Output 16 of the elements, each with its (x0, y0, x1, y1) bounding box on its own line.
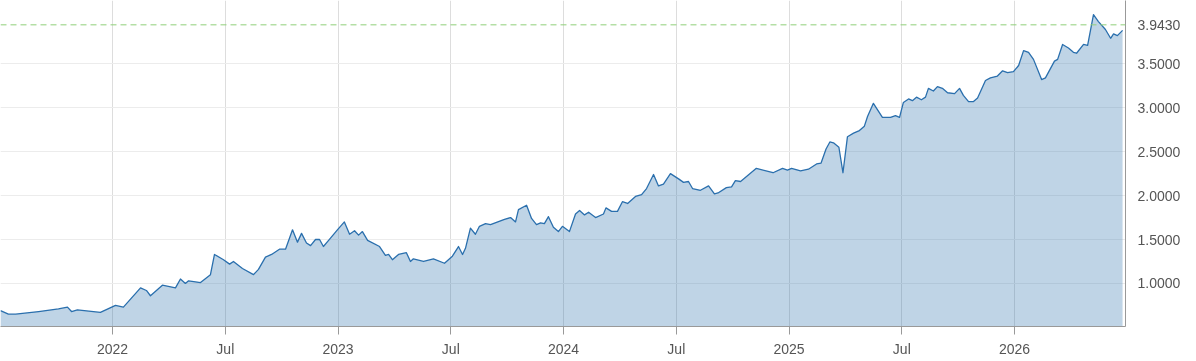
x-tick-label: 2024 (547, 340, 580, 357)
y-tick-label: 2.0000 (1137, 187, 1181, 204)
y-tick-label: 3.0000 (1137, 99, 1181, 116)
y-tick-label: 1.0000 (1137, 275, 1181, 292)
y-tick-label: 2.5000 (1137, 143, 1181, 160)
x-tick-label: 2023 (322, 340, 354, 357)
x-tick-label: 2022 (97, 340, 129, 357)
y-tick-label: 1.5000 (1137, 231, 1181, 248)
x-tick-label: 2025 (773, 340, 805, 357)
x-tick-label: Jul (892, 340, 911, 357)
x-tick-label: Jul (441, 340, 460, 357)
ref-line-label: 3.9430 (1137, 16, 1181, 33)
y-tick-label: 3.5000 (1137, 55, 1181, 72)
x-tick-label: Jul (667, 340, 686, 357)
x-tick-label: Jul (216, 340, 235, 357)
x-tick-label: 2026 (998, 340, 1031, 357)
